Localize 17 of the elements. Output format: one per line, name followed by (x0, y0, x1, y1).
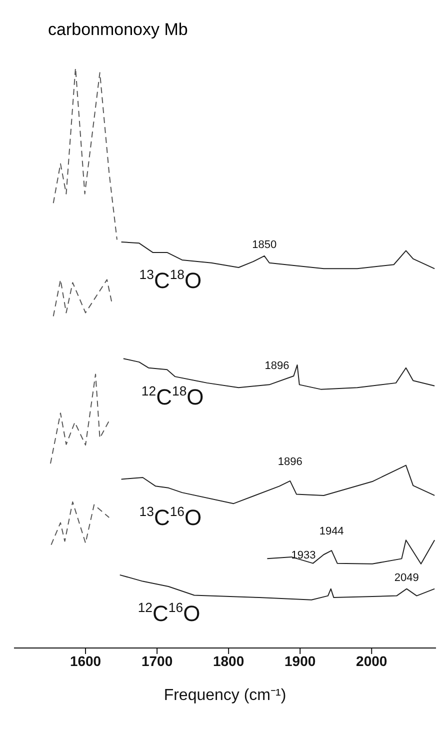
annotation: 1944 (319, 526, 344, 538)
annotation: 1933 (291, 550, 316, 562)
series-label: $^{13}$C$^{16}$O (139, 504, 202, 530)
x-tick-label: 2000 (356, 652, 388, 669)
series-label: $^{12}$C$^{16}$O (138, 600, 200, 626)
x-tick-label: 1600 (70, 652, 102, 669)
chart-title: carbonmonoxy Mb (48, 20, 188, 40)
annotation: 1850 (252, 238, 277, 251)
annotation: 1896 (264, 360, 290, 372)
series-label: $^{13}$C$^{18}$O (139, 266, 202, 293)
x-axis-title: Frequency (cm⁻¹) (164, 687, 286, 704)
x-tick-label: 1800 (213, 652, 244, 669)
series-label: $^{12}$C$^{18}$O (141, 383, 204, 410)
annotation: 2049 (394, 572, 419, 584)
x-tick-label: 1900 (284, 652, 316, 669)
annotation: 1896 (278, 456, 302, 468)
x-tick-label: 1700 (141, 652, 173, 669)
